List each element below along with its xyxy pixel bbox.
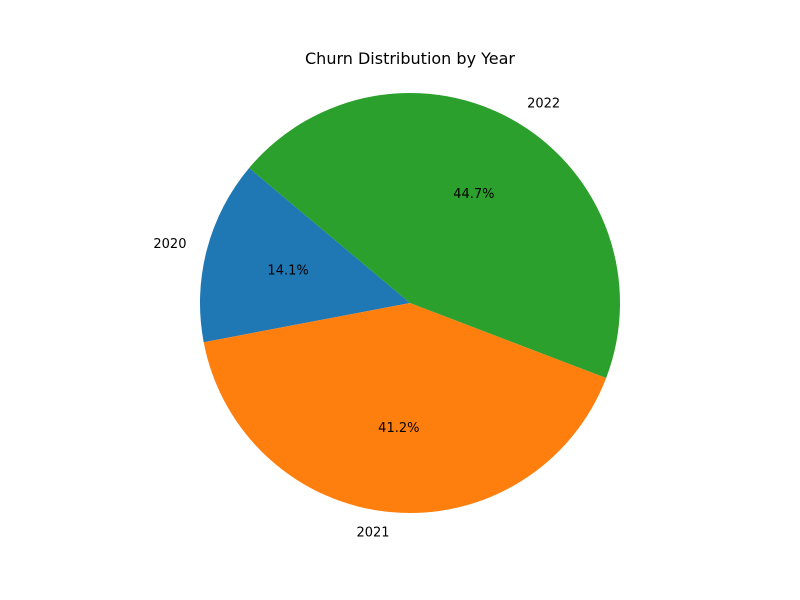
pie-slice-2022 [249, 92, 621, 378]
percent-label-2020: 14.1% [267, 264, 308, 279]
slice-label-2021: 2021 [356, 526, 389, 541]
pie-slice-2020 [199, 168, 410, 343]
percent-label-2022: 44.7% [453, 187, 494, 202]
slice-label-2020: 2020 [153, 237, 186, 252]
percent-label-2021: 41.2% [378, 421, 419, 436]
pie-labels: 2020 14.1% 2021 41.2% 2022 44.7% [153, 96, 560, 540]
chart-title: Churn Distribution by Year [305, 49, 515, 68]
slice-label-2022: 2022 [527, 96, 560, 111]
pie-slice-2021 [203, 303, 607, 514]
pie-slices [199, 92, 621, 514]
